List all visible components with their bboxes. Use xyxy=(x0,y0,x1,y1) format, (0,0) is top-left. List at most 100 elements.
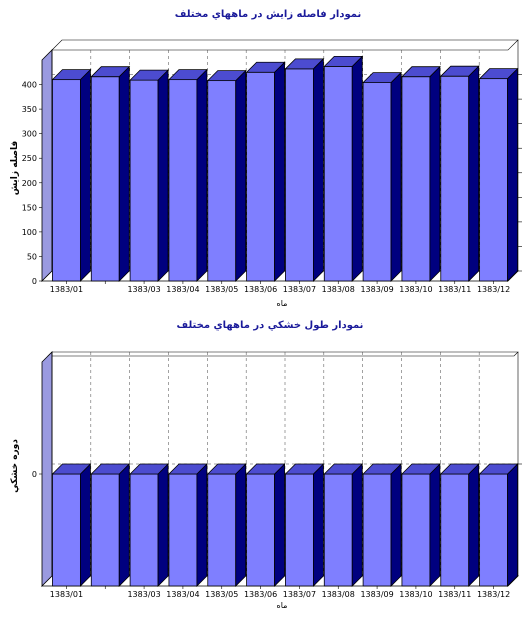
chart-2-y-tick-label: 0 xyxy=(32,470,37,479)
chart-1-bar-front xyxy=(90,76,120,282)
chart-1-y-tick-label: 100 xyxy=(22,228,37,237)
chart-1-bar-side xyxy=(351,55,363,282)
chart-1-bar-side xyxy=(118,65,130,282)
chart-2-bar-front xyxy=(207,473,237,587)
chart-1-bar xyxy=(323,55,364,282)
chart-1-bar xyxy=(167,68,208,282)
chart-1-bar-top xyxy=(400,66,441,78)
chart-1-bar-side xyxy=(274,61,285,282)
chart-1-x-tick-label: 1383/08 xyxy=(322,285,355,294)
chart-1-bar-side xyxy=(312,57,324,282)
chart-1-bar-top xyxy=(478,68,519,80)
chart-1-x-tick-label: 1383/12 xyxy=(477,285,510,294)
chart-2-bar-front xyxy=(285,473,314,587)
chart-2-x-tick-label: 1383/07 xyxy=(283,590,316,599)
chart-1: نمودار فاصله زايش در ماههاي مختلف فاصله … xyxy=(10,9,522,308)
chart-1-x-tick-label: 1383/01 xyxy=(50,285,83,294)
chart-1-bar-top xyxy=(51,69,92,81)
chart-2-bar xyxy=(400,463,441,587)
chart-2-bar-side xyxy=(79,463,91,587)
chart-2-top-wall xyxy=(47,351,519,357)
chart-1-x-tick-label: 1383/09 xyxy=(360,285,393,294)
chart-1-y-ticks: 0 50 100 150 200 250 300 350 400 xyxy=(22,81,42,286)
chart-1-bar xyxy=(90,65,131,282)
chart-1-bar-top xyxy=(129,69,170,81)
chart-2-bar-top xyxy=(284,463,325,475)
chart-1-y-axis-label: فاصله زايش xyxy=(10,141,20,196)
chart-1-y-tick-label: 300 xyxy=(22,130,37,139)
chart-1-bar xyxy=(439,65,480,282)
chart-2-bar-side xyxy=(196,463,208,587)
chart-1-x-tick-label: 1383/04 xyxy=(166,285,199,294)
chart-2-x-tick-label: 1383/01 xyxy=(50,590,83,599)
chart-1-bar xyxy=(478,67,519,282)
chart-2-bar-front xyxy=(129,473,159,587)
chart-2-bar-side xyxy=(468,463,480,587)
chart-2-bar xyxy=(478,463,519,587)
chart-1-bar-side xyxy=(390,71,402,282)
chart-2-x-tick-label: 1383/09 xyxy=(360,590,393,599)
chart-2-bar-top xyxy=(90,463,131,475)
chart-1-y-tick-label: 350 xyxy=(22,105,37,114)
chart-1-bar xyxy=(245,61,286,282)
chart-2-bar-top xyxy=(129,463,170,475)
chart-2-bar xyxy=(206,463,247,587)
chart-1-bar-front xyxy=(362,82,392,282)
chart-1-bar-top xyxy=(284,58,325,70)
chart-1-bar-front xyxy=(207,80,237,282)
chart-1-y-tick-label: 150 xyxy=(22,203,37,212)
chart-1-top-wall xyxy=(51,39,519,51)
chart-2-x-axis-label: ماه xyxy=(277,601,288,610)
chart-1-bar-side xyxy=(79,68,91,282)
chart-1-y-tick-label: 50 xyxy=(27,252,37,261)
chart-1-bar-side xyxy=(235,69,247,282)
chart-2-bar xyxy=(51,463,92,587)
chart-1-bar-front xyxy=(401,76,431,282)
chart-1-bar xyxy=(400,65,441,282)
chart-1-title: نمودار فاصله زايش در ماههاي مختلف xyxy=(175,9,361,20)
chart-2-x-ticks: 1383/01 1383/03 1383/04 1383/05 1383/06 1383/… xyxy=(50,586,510,599)
chart-1-y-tick-label: 0 xyxy=(32,277,37,286)
chart-1-x-tick-label: 1383/03 xyxy=(127,285,160,294)
chart-2-bar-side xyxy=(274,463,285,587)
chart-2-bar xyxy=(439,463,480,587)
chart-2-y-ticks: 0 xyxy=(32,470,42,479)
chart-2-bar-front xyxy=(168,473,198,587)
chart-2-bar xyxy=(129,463,170,587)
chart-2-bar-top xyxy=(51,463,92,475)
chart-1-x-tick-label: 1383/07 xyxy=(283,285,316,294)
chart-1-bar-top xyxy=(362,72,403,83)
chart-1-grid xyxy=(52,50,522,272)
chart-1-bar xyxy=(206,69,247,282)
chart-2-bar-side xyxy=(390,463,402,587)
chart-2-grid xyxy=(52,352,522,576)
chart-1-bar-top xyxy=(439,65,480,77)
chart-1-bar-front xyxy=(479,78,508,282)
chart-1-x-tick-label: 1383/06 xyxy=(244,285,277,294)
chart-2-bar-front xyxy=(362,473,392,587)
chart-2-bar xyxy=(245,463,286,587)
chart-1-x-tick-label: 1383/10 xyxy=(399,285,432,294)
chart-2-bar xyxy=(284,463,325,587)
chart-1-bar-side xyxy=(429,65,441,282)
chart-2-x-tick-label: 1383/06 xyxy=(244,590,277,599)
chart-1-bar-front xyxy=(440,75,470,282)
chart-1-bar xyxy=(51,68,92,282)
chart-2-bar-side xyxy=(312,463,324,587)
chart-2-title: نمودار طول خشكي در ماههاي مختلف xyxy=(177,320,364,331)
chart-1-bar-side xyxy=(507,67,518,282)
chart-1-left-wall xyxy=(41,49,53,282)
chart-1-bar-front xyxy=(52,79,81,282)
chart-2: نمودار طول خشكي در ماههاي مختلف دوره خشك… xyxy=(10,320,522,610)
chart-2-bar xyxy=(90,463,131,587)
chart-1-bar-front xyxy=(168,79,198,282)
chart-1-bar-top xyxy=(323,55,364,67)
chart-1-bar-front xyxy=(323,65,353,282)
chart-2-bar-top xyxy=(478,463,519,475)
chart-1-bar xyxy=(362,71,403,282)
chart-1-bar xyxy=(284,57,325,282)
chart-1-bar-top xyxy=(206,70,247,82)
chart-2-bar-front xyxy=(440,473,470,587)
chart-2-x-tick-label: 1383/10 xyxy=(399,590,432,599)
chart-1-bars xyxy=(51,55,519,282)
